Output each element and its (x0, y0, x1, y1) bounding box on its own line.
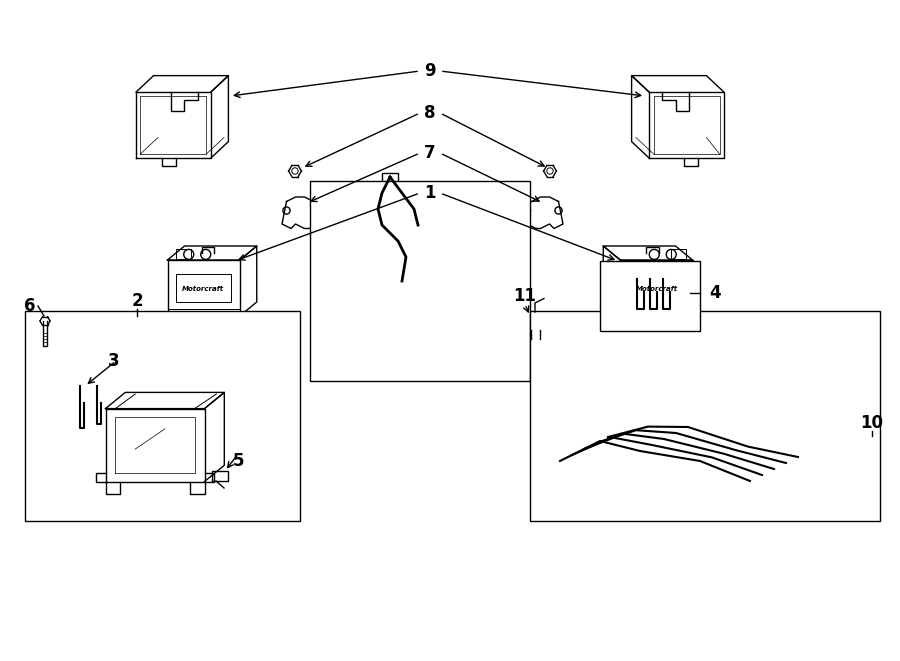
Text: 9: 9 (424, 62, 436, 80)
Text: 7: 7 (424, 144, 436, 162)
Bar (176, 249, 191, 258)
Text: 3: 3 (108, 352, 120, 370)
Bar (521, 312, 548, 330)
Text: Motorcraft: Motorcraft (635, 286, 678, 292)
Text: 10: 10 (860, 414, 884, 432)
Bar (398, 277, 414, 285)
Bar (671, 249, 686, 258)
Bar (414, 221, 426, 229)
Text: 1: 1 (424, 184, 436, 202)
Text: 6: 6 (24, 297, 36, 315)
Text: 4: 4 (709, 284, 721, 302)
Text: 8: 8 (424, 104, 436, 122)
Text: 11: 11 (514, 287, 536, 305)
Bar (382, 173, 398, 185)
Bar (600, 261, 700, 331)
Text: 2: 2 (131, 292, 143, 310)
Bar (25, 311, 300, 521)
Text: 5: 5 (232, 452, 244, 470)
Text: Motorcraft: Motorcraft (182, 286, 224, 292)
Bar (530, 311, 880, 521)
Bar (310, 181, 530, 381)
